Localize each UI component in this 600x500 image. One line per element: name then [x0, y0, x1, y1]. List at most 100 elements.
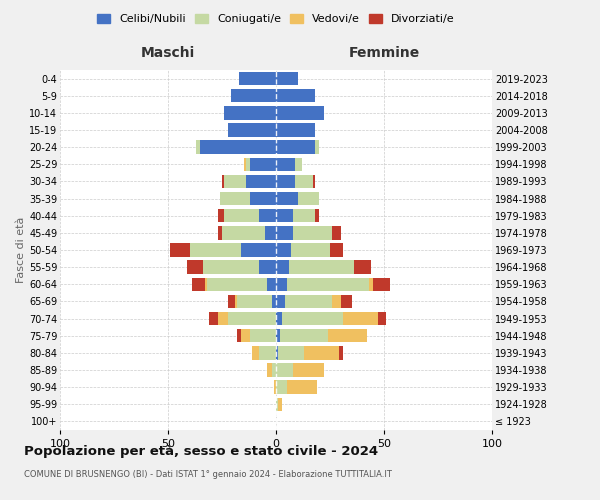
Bar [276, 158, 295, 171]
Bar [218, 226, 222, 239]
Bar [268, 364, 272, 376]
Bar [187, 260, 203, 274]
Bar [246, 158, 250, 171]
Bar [220, 192, 250, 205]
Bar [276, 174, 295, 188]
Bar [222, 174, 224, 188]
Bar [304, 346, 338, 360]
Bar [265, 226, 276, 239]
Bar [343, 312, 377, 326]
Bar [291, 244, 330, 256]
Bar [280, 329, 328, 342]
Bar [315, 209, 319, 222]
Bar [237, 294, 272, 308]
Bar [276, 260, 289, 274]
Bar [373, 278, 391, 291]
Bar [239, 72, 276, 86]
Bar [259, 209, 276, 222]
Bar [293, 209, 315, 222]
Bar [276, 192, 298, 205]
Bar [207, 278, 268, 291]
Bar [224, 209, 259, 222]
Bar [209, 312, 218, 326]
Bar [287, 380, 317, 394]
Bar [259, 260, 276, 274]
Bar [276, 312, 283, 326]
Bar [218, 312, 229, 326]
Bar [276, 364, 293, 376]
Bar [274, 380, 276, 394]
Bar [315, 140, 319, 154]
Bar [276, 329, 280, 342]
Bar [276, 72, 298, 86]
Bar [244, 158, 246, 171]
Bar [289, 260, 354, 274]
Bar [295, 174, 313, 188]
Bar [272, 364, 276, 376]
Bar [200, 140, 276, 154]
Bar [190, 244, 241, 256]
Bar [276, 278, 287, 291]
Bar [293, 364, 323, 376]
Bar [196, 140, 200, 154]
Bar [338, 346, 343, 360]
Bar [218, 209, 224, 222]
Text: Maschi: Maschi [141, 46, 195, 60]
Bar [250, 192, 276, 205]
Bar [276, 226, 293, 239]
Bar [241, 329, 250, 342]
Bar [276, 244, 291, 256]
Bar [237, 329, 241, 342]
Bar [298, 192, 319, 205]
Bar [276, 380, 287, 394]
Bar [295, 158, 302, 171]
Bar [330, 244, 343, 256]
Bar [313, 174, 315, 188]
Bar [250, 329, 276, 342]
Bar [283, 312, 343, 326]
Bar [341, 294, 352, 308]
Bar [278, 346, 304, 360]
Bar [224, 106, 276, 120]
Bar [229, 312, 276, 326]
Text: Popolazione per età, sesso e stato civile - 2024: Popolazione per età, sesso e stato civil… [24, 445, 378, 458]
Bar [276, 124, 315, 136]
Bar [276, 106, 323, 120]
Bar [369, 278, 373, 291]
Bar [276, 140, 315, 154]
Bar [377, 312, 386, 326]
Bar [284, 294, 332, 308]
Bar [235, 294, 237, 308]
Bar [229, 124, 276, 136]
Bar [222, 226, 265, 239]
Bar [192, 278, 205, 291]
Bar [241, 244, 276, 256]
Bar [287, 278, 369, 291]
Bar [203, 260, 259, 274]
Bar [170, 244, 190, 256]
Bar [259, 346, 276, 360]
Bar [332, 294, 341, 308]
Bar [224, 174, 246, 188]
Bar [328, 329, 367, 342]
Bar [276, 398, 278, 411]
Bar [276, 346, 278, 360]
Text: Femmine: Femmine [349, 46, 419, 60]
Bar [252, 346, 259, 360]
Bar [205, 278, 207, 291]
Bar [354, 260, 371, 274]
Bar [246, 174, 276, 188]
Bar [332, 226, 341, 239]
Bar [293, 226, 332, 239]
Bar [276, 294, 284, 308]
Y-axis label: Fasce di età: Fasce di età [16, 217, 26, 283]
Bar [276, 209, 293, 222]
Bar [250, 158, 276, 171]
Bar [268, 278, 276, 291]
Bar [272, 294, 276, 308]
Legend: Celibi/Nubili, Coniugati/e, Vedovi/e, Divorziati/e: Celibi/Nubili, Coniugati/e, Vedovi/e, Di… [93, 9, 459, 29]
Bar [230, 89, 276, 102]
Bar [276, 89, 315, 102]
Text: COMUNE DI BRUSNENGO (BI) - Dati ISTAT 1° gennaio 2024 - Elaborazione TUTTITALIA.: COMUNE DI BRUSNENGO (BI) - Dati ISTAT 1°… [24, 470, 392, 479]
Bar [278, 398, 283, 411]
